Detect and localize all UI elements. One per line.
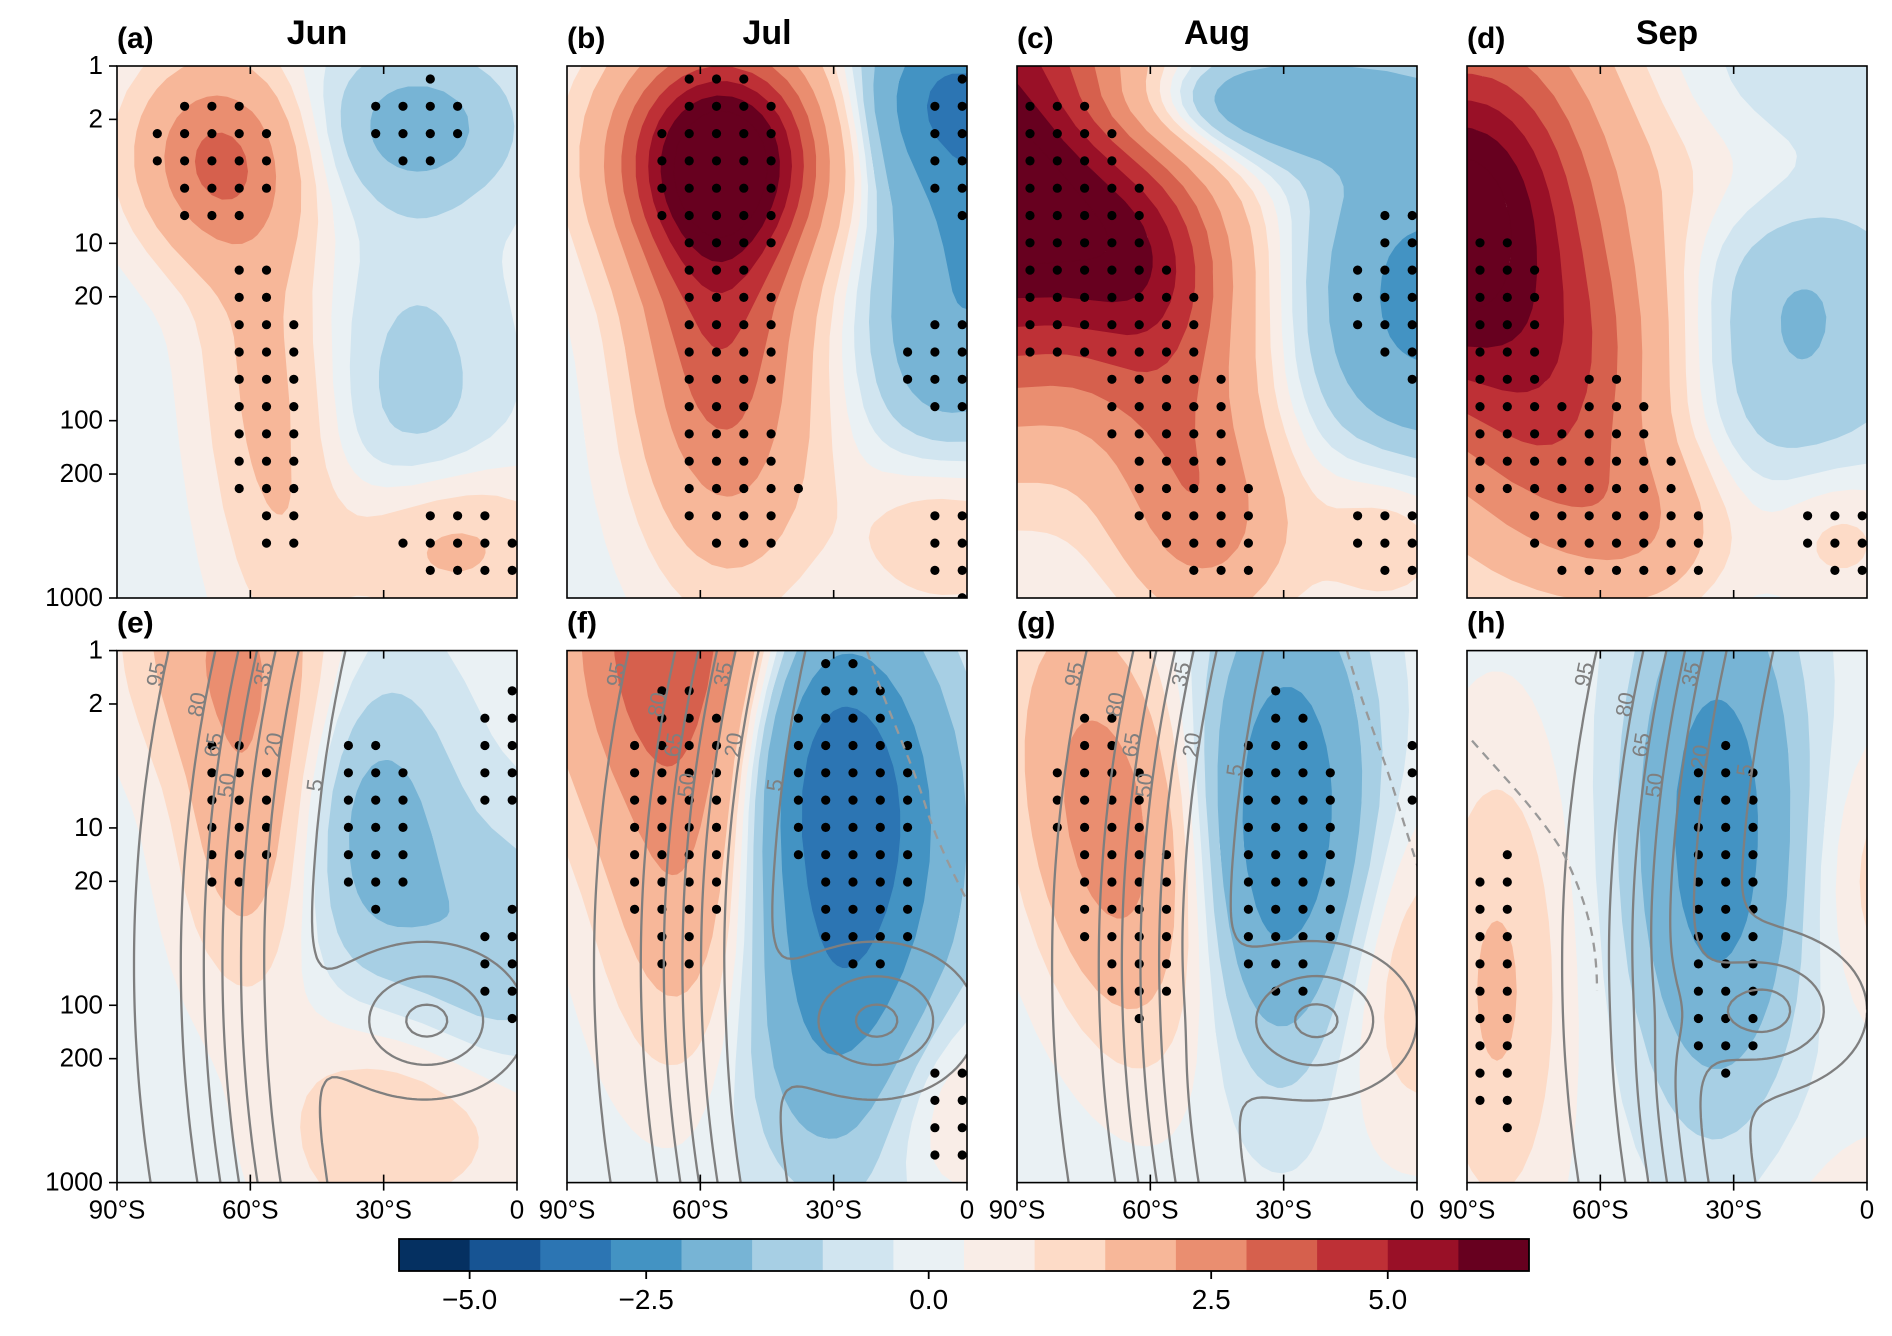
svg-text:90°S: 90°S xyxy=(89,1195,146,1225)
svg-text:10: 10 xyxy=(74,227,103,257)
svg-text:20: 20 xyxy=(719,731,747,759)
svg-text:0: 0 xyxy=(960,1195,974,1225)
svg-text:50: 50 xyxy=(212,771,240,798)
svg-text:30°S: 30°S xyxy=(1705,1195,1762,1225)
svg-text:(d): (d) xyxy=(1467,22,1505,55)
svg-text:(g): (g) xyxy=(1017,607,1055,640)
svg-text:−2.5: −2.5 xyxy=(619,1284,674,1315)
svg-text:95: 95 xyxy=(1059,660,1088,689)
svg-text:Jul: Jul xyxy=(742,14,791,52)
svg-text:100: 100 xyxy=(60,405,103,435)
svg-text:80: 80 xyxy=(642,690,671,719)
svg-text:65: 65 xyxy=(1117,731,1145,759)
svg-text:60°S: 60°S xyxy=(672,1195,729,1225)
svg-text:Aug: Aug xyxy=(1184,14,1250,52)
svg-text:80: 80 xyxy=(1610,690,1639,719)
svg-text:95: 95 xyxy=(1569,660,1598,689)
svg-text:20: 20 xyxy=(74,281,103,311)
svg-text:Jun: Jun xyxy=(287,14,347,52)
svg-text:35: 35 xyxy=(1676,660,1705,689)
svg-text:(e): (e) xyxy=(117,607,154,640)
svg-text:200: 200 xyxy=(60,1043,103,1073)
svg-text:0.0: 0.0 xyxy=(909,1284,948,1315)
svg-text:0: 0 xyxy=(1860,1195,1874,1225)
svg-text:35: 35 xyxy=(708,660,737,689)
svg-text:65: 65 xyxy=(659,731,687,759)
svg-text:90°S: 90°S xyxy=(989,1195,1046,1225)
svg-text:20: 20 xyxy=(74,865,103,895)
svg-text:60°S: 60°S xyxy=(1122,1195,1179,1225)
svg-text:1: 1 xyxy=(89,635,103,665)
svg-text:80: 80 xyxy=(1100,690,1129,719)
svg-text:200: 200 xyxy=(60,458,103,488)
svg-text:35: 35 xyxy=(248,660,277,689)
svg-text:50: 50 xyxy=(672,771,700,798)
svg-text:Sep: Sep xyxy=(1636,14,1698,52)
svg-text:10: 10 xyxy=(74,812,103,842)
svg-text:2: 2 xyxy=(89,688,103,718)
svg-text:95: 95 xyxy=(601,660,630,689)
svg-text:2: 2 xyxy=(89,103,103,133)
svg-text:35: 35 xyxy=(1166,660,1195,689)
svg-text:1: 1 xyxy=(89,50,103,80)
svg-text:90°S: 90°S xyxy=(1439,1195,1496,1225)
svg-text:50: 50 xyxy=(1130,771,1158,798)
svg-text:(f): (f) xyxy=(567,607,597,640)
svg-text:65: 65 xyxy=(1627,731,1655,759)
svg-text:20: 20 xyxy=(259,731,287,759)
svg-text:(a): (a) xyxy=(117,22,154,55)
svg-text:0: 0 xyxy=(510,1195,524,1225)
svg-text:95: 95 xyxy=(141,660,170,689)
svg-text:(b): (b) xyxy=(567,22,605,55)
svg-text:5.0: 5.0 xyxy=(1368,1284,1407,1315)
svg-text:65: 65 xyxy=(199,731,227,759)
svg-text:1000: 1000 xyxy=(45,1167,103,1197)
svg-text:(c): (c) xyxy=(1017,22,1054,55)
svg-text:80: 80 xyxy=(182,690,211,719)
svg-text:−5.0: −5.0 xyxy=(442,1284,497,1315)
svg-text:30°S: 30°S xyxy=(1255,1195,1312,1225)
svg-text:(h): (h) xyxy=(1467,607,1505,640)
svg-text:20: 20 xyxy=(1177,731,1205,759)
svg-text:60°S: 60°S xyxy=(222,1195,279,1225)
svg-text:0: 0 xyxy=(1410,1195,1424,1225)
svg-text:20: 20 xyxy=(1685,743,1713,771)
svg-text:30°S: 30°S xyxy=(805,1195,862,1225)
svg-text:2.5: 2.5 xyxy=(1192,1284,1231,1315)
svg-text:1000: 1000 xyxy=(45,582,103,612)
svg-text:90°S: 90°S xyxy=(539,1195,596,1225)
svg-text:50: 50 xyxy=(1640,771,1668,798)
svg-text:100: 100 xyxy=(60,989,103,1019)
svg-text:30°S: 30°S xyxy=(355,1195,412,1225)
svg-text:60°S: 60°S xyxy=(1572,1195,1629,1225)
